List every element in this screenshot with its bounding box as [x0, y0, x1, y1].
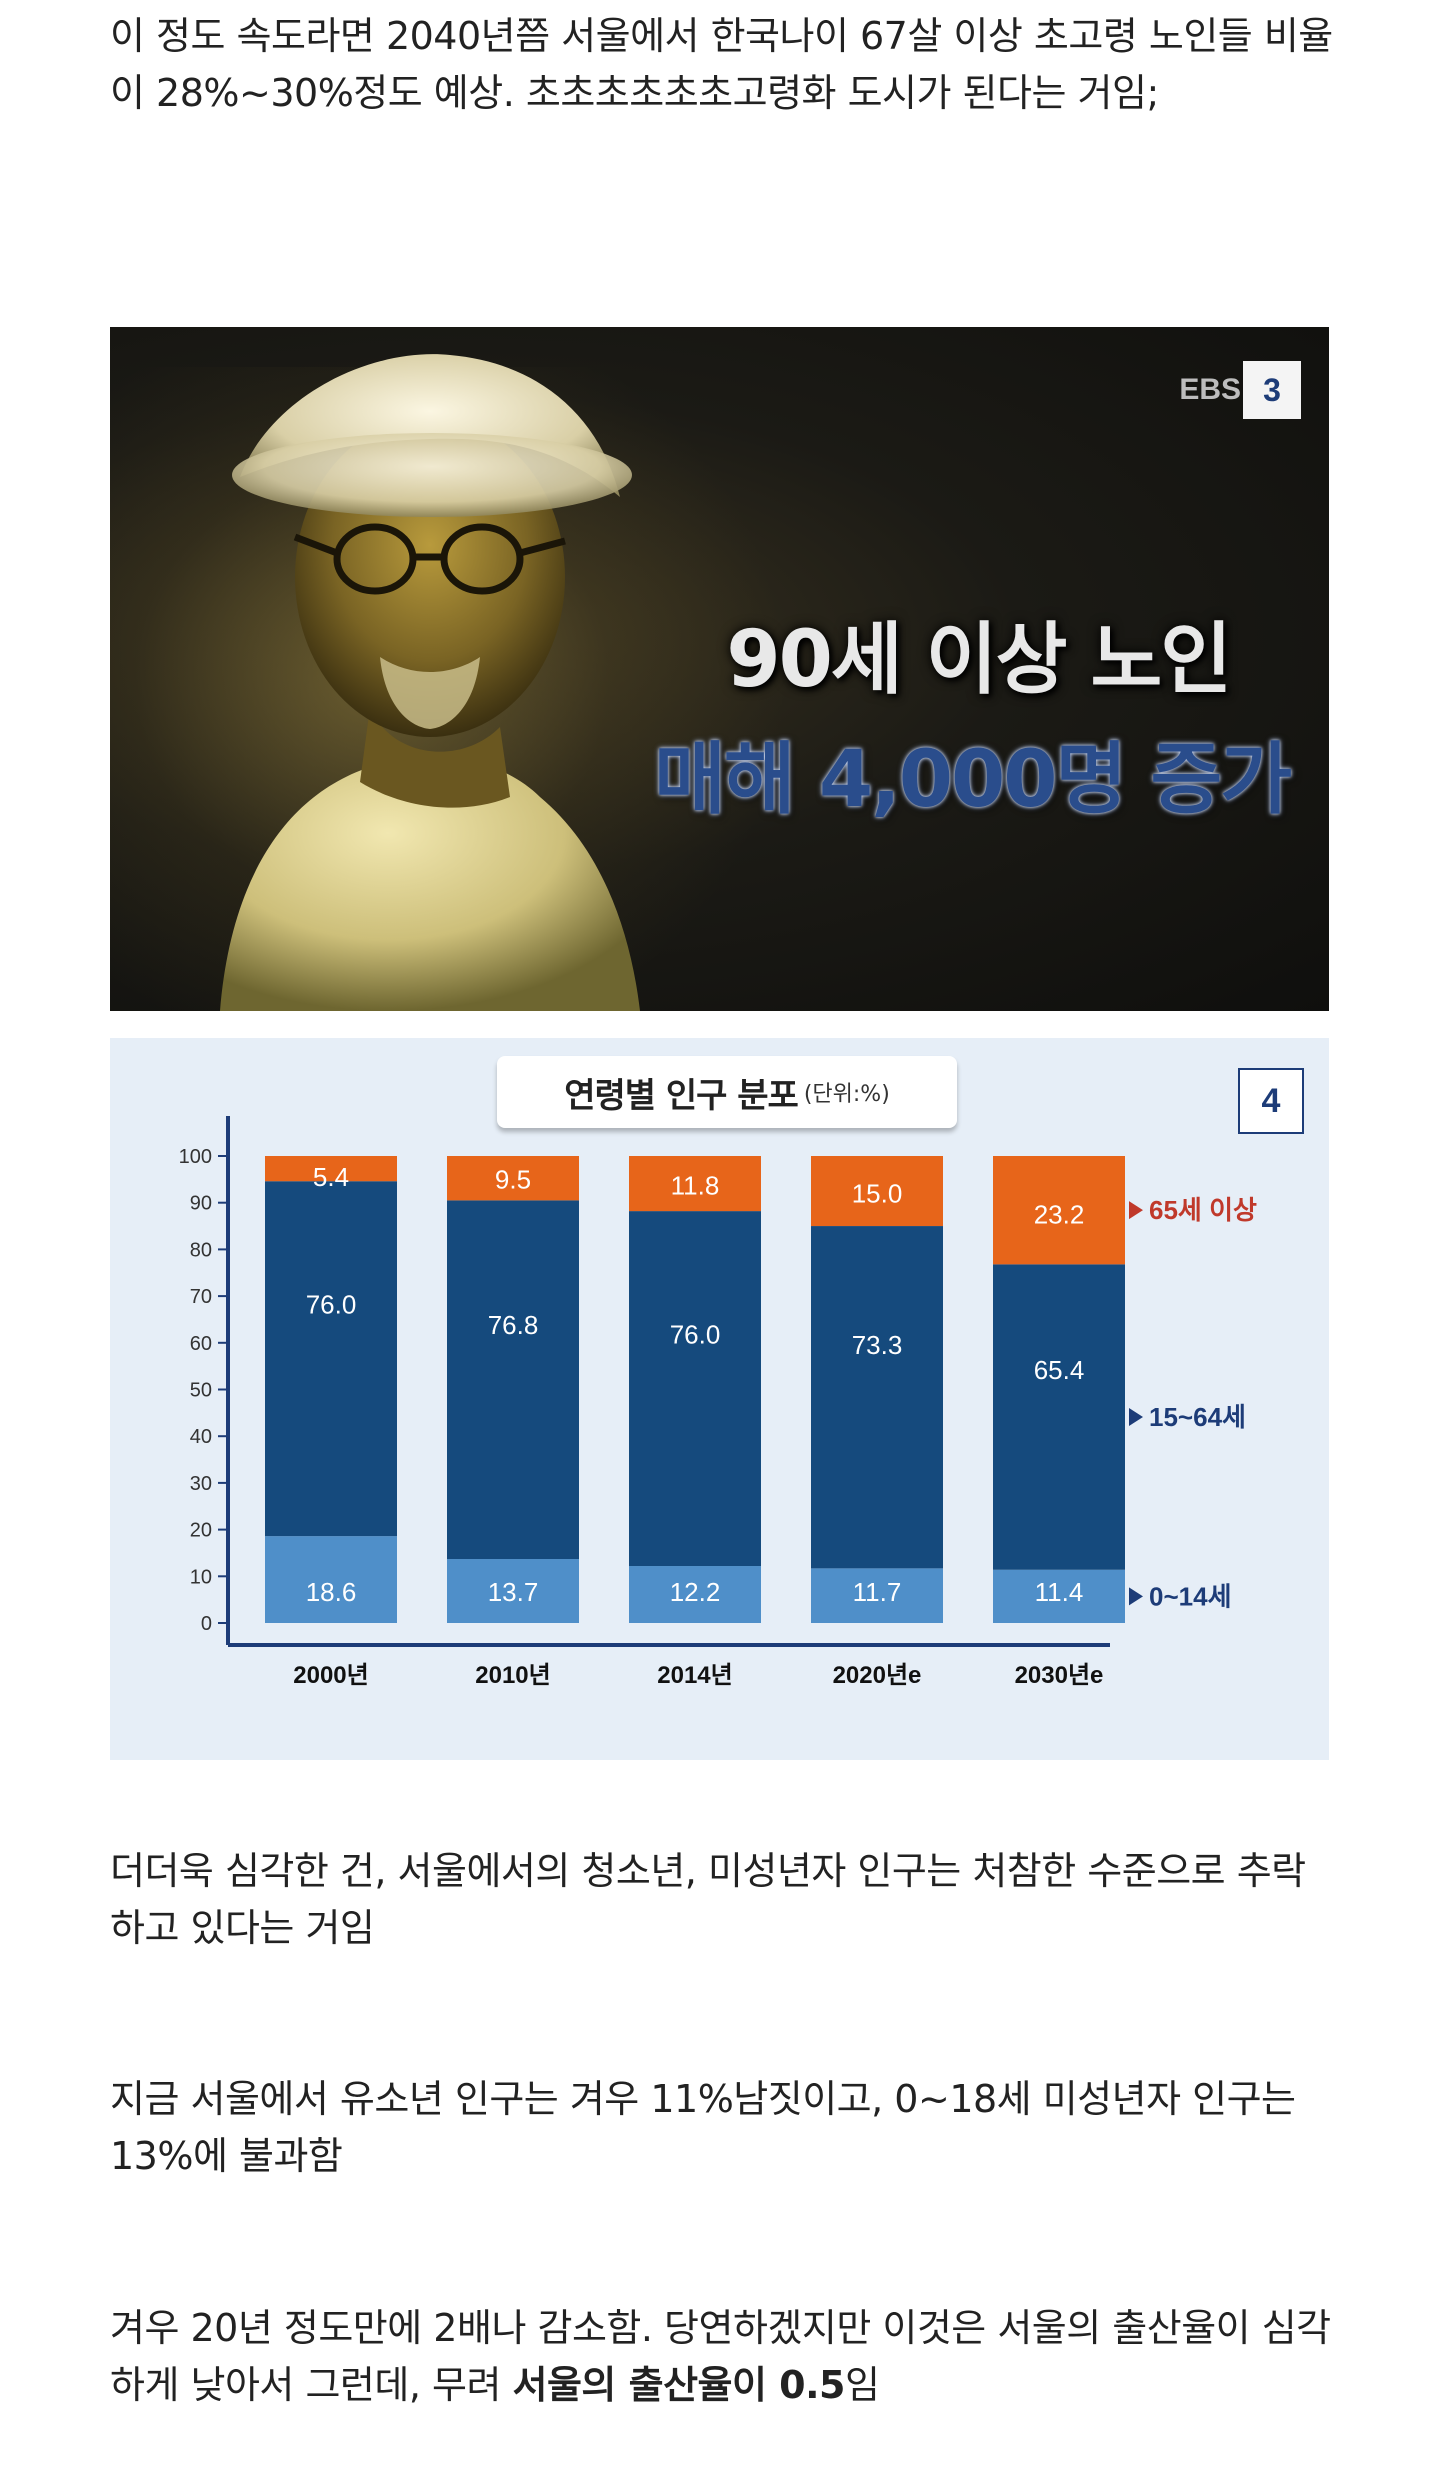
- population-stacked-bar-chart: 0 10 20 30 40 50 60 70 80 90 100 18.6 76.0 5.4 2000년 13…: [179, 1116, 1257, 1689]
- legend-pointer: [1129, 1587, 1143, 1606]
- panel-number-4: 4: [1238, 1068, 1304, 1134]
- y-tick-label: 10: [190, 1566, 212, 1588]
- y-tick-label: 0: [201, 1613, 212, 1635]
- legend-pointer: [1129, 1201, 1143, 1220]
- bar-value-label: 76.8: [488, 1310, 539, 1340]
- bar-value-label: 65.4: [1034, 1355, 1085, 1385]
- caption-line-1: 90세 이상 노인: [726, 615, 1232, 705]
- y-tick-label: 90: [190, 1193, 212, 1215]
- bar-value-label: 12.2: [670, 1577, 721, 1607]
- x-category-label: 2020년e: [833, 1662, 922, 1689]
- bar-value-label: 13.7: [488, 1577, 539, 1607]
- bar-segment: [993, 1569, 1125, 1623]
- y-tick-label: 100: [179, 1146, 212, 1168]
- bar-value-label: 76.0: [670, 1319, 721, 1349]
- legend-label: 65세 이상: [1149, 1195, 1257, 1225]
- bar-value-label: 18.6: [306, 1577, 357, 1607]
- birthrate-text: 겨우 20년 정도만에 2배나 감소함. 당연하겠지만 이것은 서울의 출산율이…: [110, 2306, 1331, 2407]
- intro-paragraph: 이 정도 속도라면 2040년쯤 서울에서 한국나이 67살 이상 초고령 노인…: [110, 14, 1333, 115]
- bar-value-label: 11.7: [853, 1577, 902, 1607]
- bar-segment: [447, 1200, 579, 1560]
- y-tick-label: 80: [190, 1239, 212, 1261]
- bar-value-label: 23.2: [1034, 1200, 1085, 1230]
- elderly-figure-illustration: [220, 354, 640, 1011]
- y-tick-label: 70: [190, 1286, 212, 1308]
- bar-value-label: 76.0: [306, 1289, 357, 1319]
- bar-value-label: 9.5: [495, 1164, 531, 1194]
- bar-segment: [811, 1568, 943, 1623]
- bar-value-label: 11.4: [1035, 1577, 1084, 1607]
- bar-segment: [629, 1156, 761, 1212]
- y-tick-label: 50: [190, 1380, 212, 1402]
- bar-segment: [811, 1226, 943, 1569]
- bar-segment: [447, 1156, 579, 1201]
- youth-share-paragraph: 지금 서울에서 유소년 인구는 겨우 11%남짓이고, 0~18세 미성년자 인…: [110, 2077, 1296, 2178]
- x-category-label: 2000년: [293, 1662, 368, 1689]
- bar-value-label: 73.3: [852, 1330, 903, 1360]
- bar-segment: [993, 1264, 1125, 1570]
- x-category-label: 2010년: [475, 1662, 550, 1689]
- chart-title: 연령별 인구 분포: [564, 1075, 799, 1116]
- video-still: EBS 3 90세 이상 노인 매해 4,000명 증가: [110, 327, 1329, 1011]
- population-chart-card: 0 10 20 30 40 50 60 70 80 90 100 18.6 76.0 5.4 2000년 13…: [110, 1038, 1329, 1760]
- bar-value-label: 5.4: [313, 1162, 349, 1192]
- legend-pointer: [1129, 1408, 1143, 1427]
- legend-label: 0~14세: [1149, 1581, 1231, 1611]
- panel-number-3: 3: [1243, 361, 1301, 419]
- x-category-label: 2030년e: [1015, 1662, 1104, 1689]
- bar-value-label: 15.0: [852, 1179, 903, 1209]
- bar-segment: [265, 1536, 397, 1623]
- y-tick-label: 40: [190, 1426, 212, 1448]
- broadcaster-logo: EBS 3: [1179, 359, 1301, 421]
- y-tick-label: 60: [190, 1333, 212, 1355]
- minors-paragraph: 더더욱 심각한 건, 서울에서의 청소년, 미성년자 인구는 처참한 수준으로 …: [110, 1849, 1306, 1950]
- bar-segment: [629, 1211, 761, 1567]
- chart-unit: (단위:%): [803, 1082, 890, 1107]
- y-tick-label: 20: [190, 1520, 212, 1542]
- bar-segment: [265, 1156, 397, 1182]
- broadcaster-name: EBS: [1179, 373, 1241, 406]
- bar-segment: [993, 1156, 1125, 1265]
- x-category-label: 2014년: [657, 1662, 732, 1689]
- birthrate-paragraph: 겨우 20년 정도만에 2배나 감소함. 당연하겠지만 이것은 서울의 출산율이…: [110, 2300, 1340, 2414]
- birthrate-highlight: 서울의 출산율이 0.5: [512, 2363, 846, 2407]
- birthrate-suffix: 임: [845, 2363, 880, 2407]
- y-tick-label: 30: [190, 1473, 212, 1495]
- bar-segment: [629, 1566, 761, 1623]
- legend-label: 15~64세: [1149, 1402, 1246, 1432]
- caption-line-2: 매해 4,000명 증가: [654, 735, 1292, 825]
- bar-segment: [265, 1181, 397, 1537]
- bar-value-label: 11.8: [671, 1170, 720, 1200]
- chart-title-box: 연령별 인구 분포 (단위:%): [497, 1056, 957, 1128]
- bar-segment: [447, 1559, 579, 1623]
- bar-segment: [811, 1156, 943, 1227]
